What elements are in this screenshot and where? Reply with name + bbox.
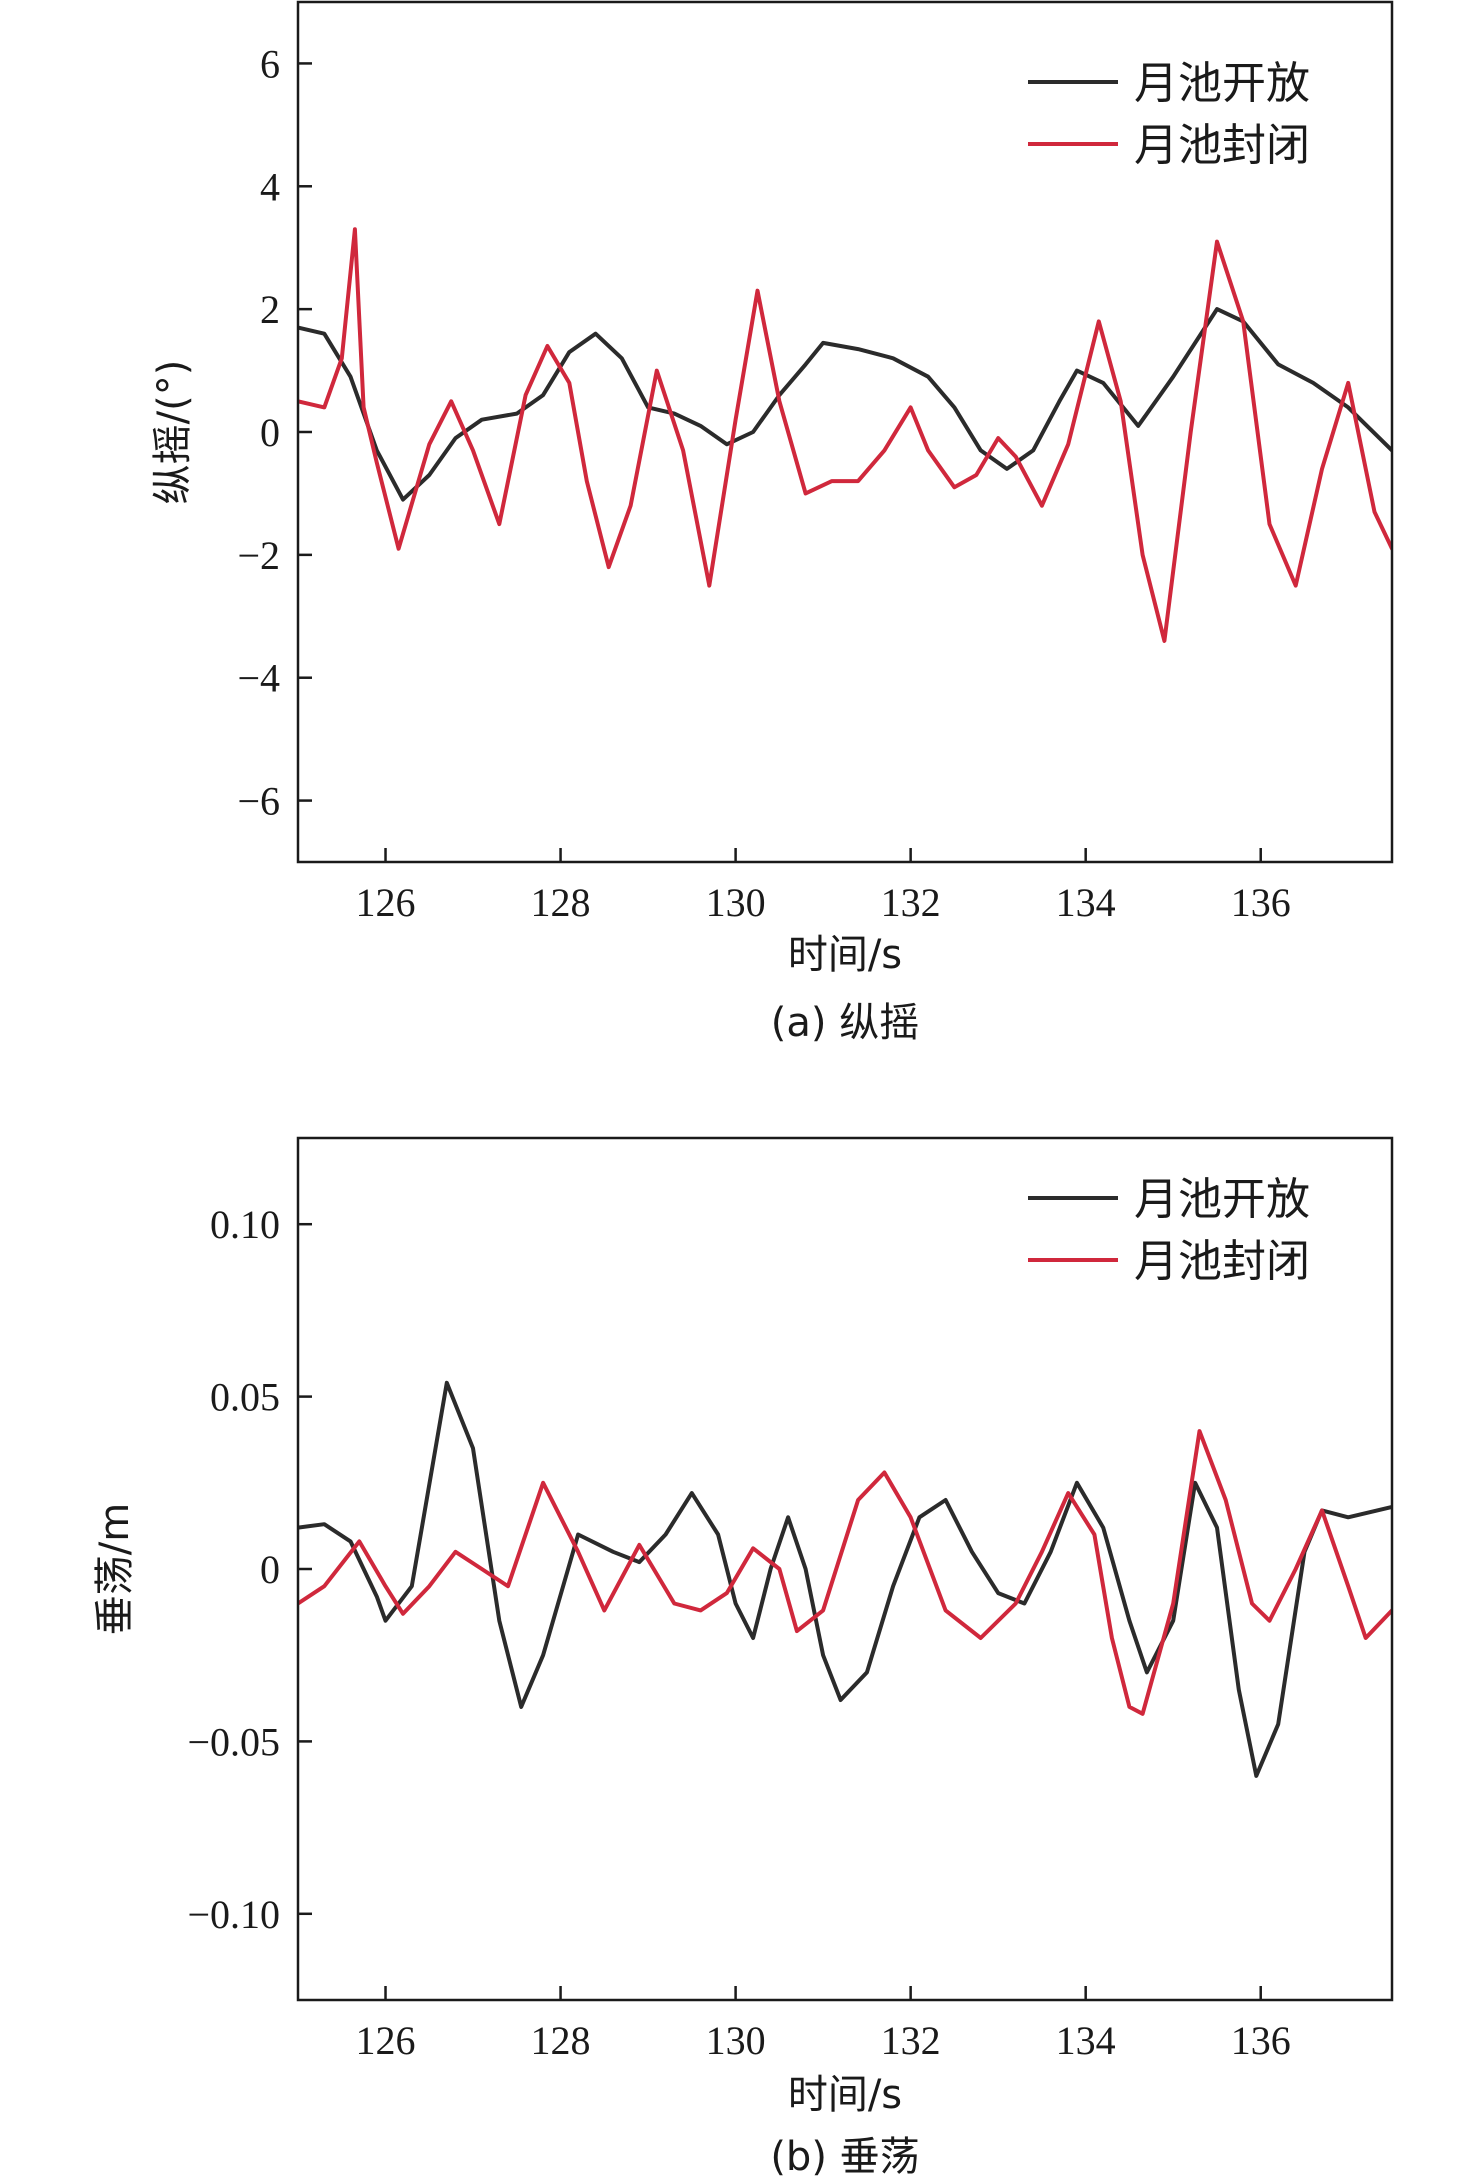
series-line-moonpool-closed (298, 1429, 1392, 1716)
y-tick-label: −2 (237, 533, 280, 578)
x-tick-label: 126 (356, 2018, 416, 2063)
x-tick-label: 130 (706, 880, 766, 925)
heave-chart-panel: 126 128 130 132 134 136 −0.10 −0.05 0 0.05 0.10 时间/… (92, 1136, 1394, 2180)
legend-label: 月池开放 (1134, 58, 1310, 109)
x-tick-label: 132 (881, 2018, 941, 2063)
y-tick-label: −4 (237, 656, 280, 701)
x-tick-label: 134 (1056, 880, 1116, 925)
y-axis-label: 纵摇/(°) (150, 360, 196, 505)
x-axis-label: 时间/s (788, 2072, 902, 2118)
y-tick-label: 0 (260, 1547, 280, 1592)
y-tick-label: 6 (260, 41, 280, 86)
series-line-moonpool-closed (298, 227, 1392, 643)
x-axis-label: 时间/s (788, 932, 902, 978)
x-tick-label: 128 (531, 2018, 591, 2063)
y-tick-label: 0 (260, 410, 280, 455)
x-tick-label: 136 (1231, 880, 1291, 925)
x-tick-label: 132 (881, 880, 941, 925)
x-tick-label: 128 (531, 880, 591, 925)
legend-label: 月池封闭 (1134, 1236, 1310, 1287)
series-line-moonpool-open (298, 307, 1392, 502)
pitch-chart-panel: 126 128 130 132 134 136 −6 −4 −2 0 2 4 6 时间/s 纵摇/(°) (a… (150, 0, 1394, 1046)
y-tick-label: −0.05 (187, 1719, 280, 1764)
y-tick-label: 4 (260, 164, 280, 209)
y-tick-label: 0.05 (210, 1375, 280, 1420)
series-line-moonpool-open (298, 1380, 1392, 1778)
y-tick-label: −6 (237, 779, 280, 824)
x-tick-label: 126 (356, 880, 416, 925)
x-tick-label: 134 (1056, 2018, 1116, 2063)
y-tick-label: 0.10 (210, 1202, 280, 1247)
x-tick-label: 130 (706, 2018, 766, 2063)
legend-label: 月池封闭 (1134, 120, 1310, 171)
panel-caption: (a) 纵摇 (771, 1000, 919, 1046)
legend-label: 月池开放 (1134, 1174, 1310, 1225)
y-tick-label: −0.10 (187, 1892, 280, 1937)
x-tick-label: 136 (1231, 2018, 1291, 2063)
panel-caption: (b) 垂荡 (770, 2134, 919, 2180)
y-axis-label: 垂荡/m (92, 1503, 138, 1635)
y-tick-label: 2 (260, 287, 280, 332)
